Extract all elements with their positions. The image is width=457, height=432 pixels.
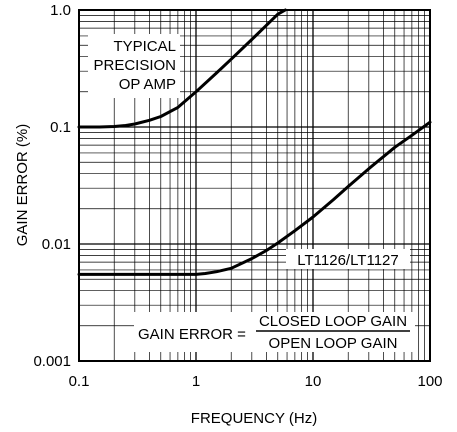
x-axis-label: FREQUENCY (Hz) bbox=[191, 410, 317, 427]
annotations: TYPICAL PRECISION OP AMP LT1126/LT1127 GAIN … bbox=[88, 34, 415, 352]
y-axis-label: GAIN ERROR (%) bbox=[14, 124, 31, 247]
gain-error-formula-numerator: CLOSED LOOP GAIN bbox=[259, 313, 407, 330]
annotation-precision-op-amp-line: PRECISION bbox=[93, 57, 176, 74]
series-line-precision-op-amp bbox=[77, 8, 287, 129]
series-line-lt1126-lt1127 bbox=[77, 120, 432, 276]
annotation-lt1126-lt1127: LT1126/LT1127 bbox=[297, 252, 398, 269]
annotation-background bbox=[88, 34, 180, 98]
y-tick-label: 0.001 bbox=[33, 353, 71, 370]
curves bbox=[77, 8, 432, 276]
y-tick-label: 1.0 bbox=[50, 2, 71, 19]
x-tick-label: 100 bbox=[417, 373, 442, 390]
gain-error-formula-denominator: OPEN LOOP GAIN bbox=[269, 335, 398, 352]
y-tick-label: 0.1 bbox=[50, 119, 71, 136]
annotation-precision-op-amp-line: TYPICAL bbox=[113, 38, 176, 55]
gain-error-formula-lhs: GAIN ERROR = bbox=[138, 326, 246, 343]
annotation-background bbox=[286, 249, 410, 269]
annotation-precision-op-amp-line: OP AMP bbox=[119, 76, 176, 93]
plot-frame bbox=[78, 9, 431, 362]
x-tick-label: 1 bbox=[192, 373, 200, 390]
y-tick-label: 0.01 bbox=[42, 236, 71, 253]
x-tick-label: 0.1 bbox=[69, 373, 90, 390]
tick-labels: 0.1 1 10 100 0.001 0.01 0.1 1.0 bbox=[33, 2, 442, 390]
x-tick-label: 10 bbox=[305, 373, 322, 390]
annotation-background bbox=[134, 312, 415, 352]
